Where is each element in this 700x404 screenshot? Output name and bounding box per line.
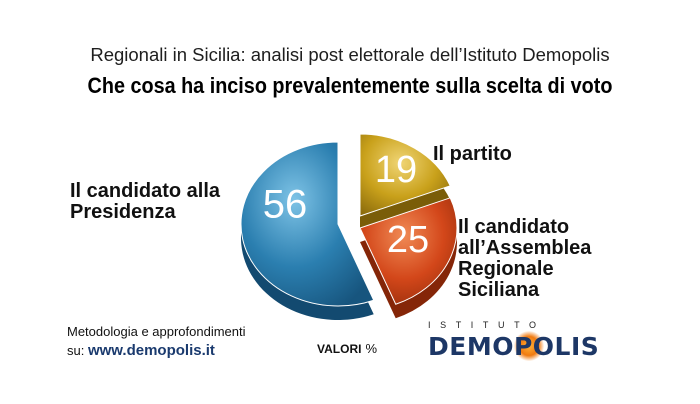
- demopolis-logo: ISTITUTO DEMOPOLIS: [428, 320, 634, 361]
- pie-slice-presidenza: [240, 141, 375, 307]
- slice-label-presidenza: Il candidato alla Presidenza: [70, 181, 260, 223]
- slice-label-assemblea-line4: Siciliana: [458, 279, 540, 301]
- chart-subtitle: Regionali in Sicilia: analisi post elett…: [90, 44, 610, 65]
- methodology-prefix: su:: [67, 343, 85, 358]
- methodology-line2: su: www.demopolis.it: [67, 341, 246, 360]
- slice-label-presidenza-line1: Il candidato alla: [70, 180, 221, 202]
- values-label: VALORI: [317, 342, 362, 356]
- values-unit-note: VALORI%: [317, 341, 377, 356]
- methodology-note: Metodologia e approfondimenti su: www.de…: [67, 322, 246, 360]
- slice-label-assemblea-line1: Il candidato: [458, 216, 570, 238]
- methodology-line1: Metodologia e approfondimenti: [67, 324, 246, 339]
- logo-top-text: ISTITUTO: [428, 320, 546, 330]
- slice-label-assemblea-line3: Regionale: [458, 258, 554, 280]
- logo-glow-icon: [514, 331, 544, 361]
- values-unit: %: [365, 341, 378, 356]
- chart-title: Che cosa ha inciso prevalentemente sulla…: [87, 73, 613, 98]
- pie-slice-assemblea: [359, 197, 458, 305]
- website-link[interactable]: www.demopolis.it: [87, 342, 215, 359]
- slice-label-presidenza-line2: Presidenza: [70, 201, 176, 223]
- slice-value-presidenza: 56: [263, 183, 308, 227]
- logo-main-text: DEMOPOLIS: [428, 332, 600, 361]
- slice-label-partito: Il partito: [433, 143, 512, 165]
- slice-value-partito: 19: [375, 149, 417, 191]
- slice-label-assemblea-line2: all’Assemblea: [458, 237, 592, 259]
- pie-slice-partito: [359, 133, 451, 217]
- slice-value-assemblea: 25: [387, 219, 429, 261]
- slice-label-assemblea: Il candidato all’Assemblea Regionale Sic…: [458, 217, 618, 301]
